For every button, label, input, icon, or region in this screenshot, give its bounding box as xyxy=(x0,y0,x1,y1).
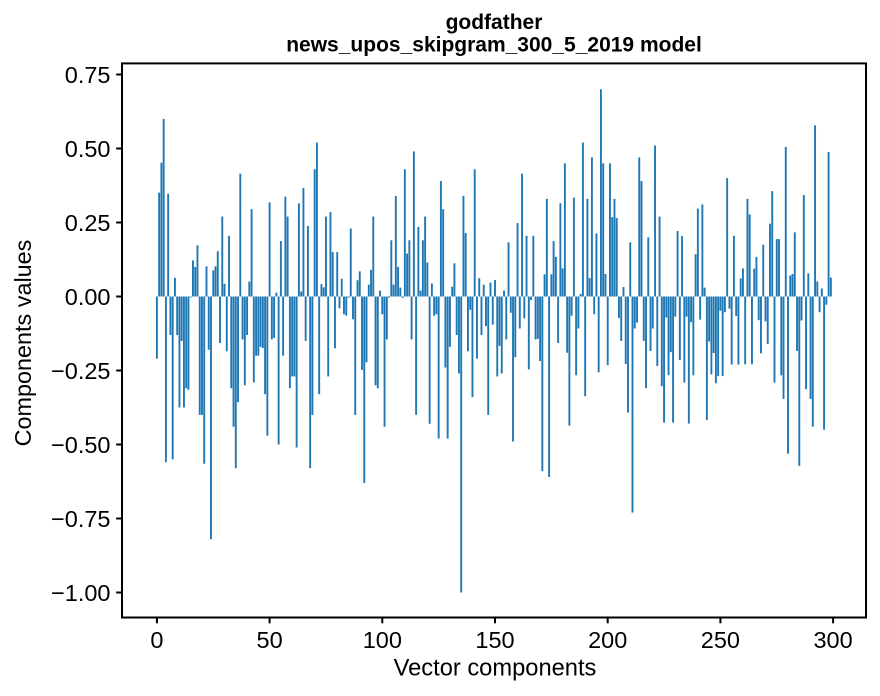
svg-text:0.25: 0.25 xyxy=(65,210,111,236)
svg-text:100: 100 xyxy=(363,627,402,653)
svg-text:150: 150 xyxy=(475,627,514,653)
svg-text:250: 250 xyxy=(701,627,740,653)
svg-text:50: 50 xyxy=(257,627,283,653)
svg-text:Components values: Components values xyxy=(10,240,36,447)
svg-text:−1.00: −1.00 xyxy=(51,580,110,606)
svg-text:−0.75: −0.75 xyxy=(51,506,110,532)
svg-text:300: 300 xyxy=(813,627,852,653)
svg-text:Vector components: Vector components xyxy=(394,655,597,681)
svg-text:news_upos_skipgram_300_5_2019: news_upos_skipgram_300_5_2019 model xyxy=(286,33,702,56)
svg-text:godfather: godfather xyxy=(446,11,543,34)
svg-text:−0.25: −0.25 xyxy=(51,358,110,384)
svg-text:200: 200 xyxy=(588,627,627,653)
svg-text:0: 0 xyxy=(150,627,163,653)
svg-text:−0.50: −0.50 xyxy=(51,432,110,458)
svg-text:0.75: 0.75 xyxy=(65,62,111,88)
svg-text:0.50: 0.50 xyxy=(65,136,111,162)
svg-text:0.00: 0.00 xyxy=(65,284,111,310)
